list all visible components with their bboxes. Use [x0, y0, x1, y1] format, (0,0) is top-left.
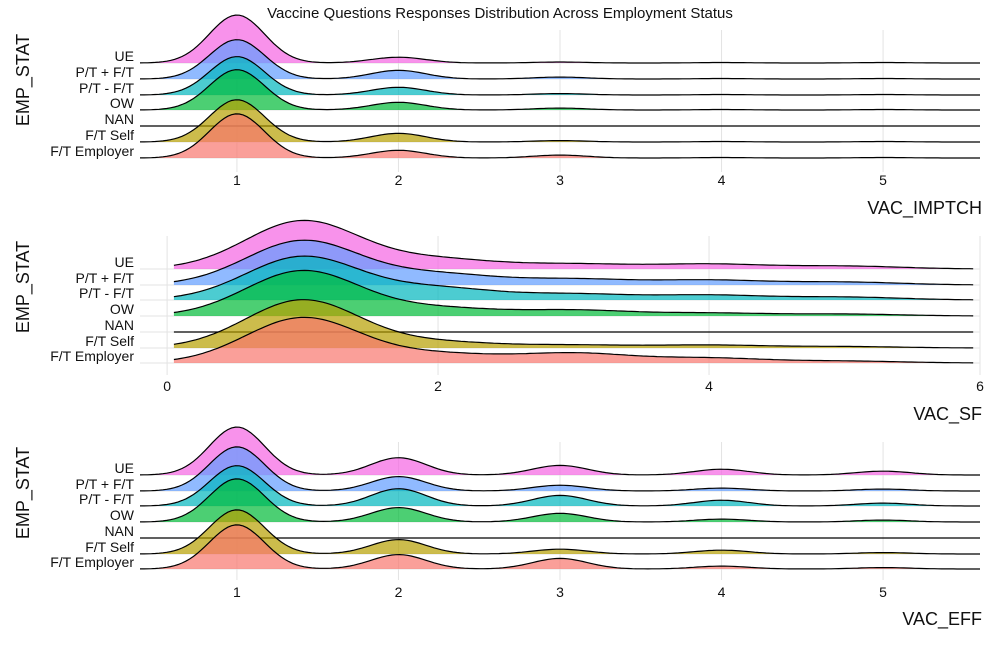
- y-tick-label: NAN: [104, 111, 134, 127]
- ridge-area-f-t-self: [173, 299, 974, 348]
- ridge-line-ue: [139, 426, 980, 476]
- x-tick-label: 5: [879, 172, 887, 188]
- y-tick-label: OW: [110, 95, 135, 111]
- ridge-line-ue: [139, 14, 980, 64]
- y-tick-label: NAN: [104, 523, 134, 539]
- ridge-area-f-t-employer: [140, 113, 980, 158]
- x-tick-label: 0: [163, 378, 171, 394]
- ridge-line-f-t-self: [173, 299, 974, 349]
- y-tick-label: F/T Self: [85, 539, 134, 555]
- x-tick-label: 2: [434, 378, 442, 394]
- y-tick-label: NAN: [104, 317, 134, 333]
- ridge-line-p-t-f-t: [140, 465, 980, 507]
- ridge-area-ow: [173, 270, 974, 316]
- ridge-line-f-t-self: [140, 99, 980, 143]
- y-tick-label: F/T Employer: [50, 348, 134, 364]
- y-axis-title: EMP_STAT: [13, 34, 34, 126]
- y-tick-label: P/T - F/T: [79, 491, 134, 507]
- y-tick-label: F/T Self: [85, 333, 134, 349]
- ridge-line-f-t-employer: [173, 316, 974, 364]
- y-axis-title: EMP_STAT: [13, 447, 34, 539]
- ridge-line-p-t-f-t: [173, 255, 974, 301]
- x-tick-label: 4: [718, 172, 726, 188]
- x-tick-label: 2: [395, 172, 403, 188]
- y-tick-label: UE: [115, 460, 134, 476]
- ridge-line-ow: [173, 269, 974, 317]
- y-tick-label: P/T + F/T: [76, 476, 135, 492]
- ridge-line-ow: [140, 478, 980, 523]
- x-tick-label: 4: [705, 378, 713, 394]
- y-tick-label: F/T Self: [85, 127, 134, 143]
- ridge-line-f-t-self: [140, 509, 980, 555]
- x-tick-label: 3: [556, 172, 564, 188]
- ridge-line-p-t-f-t: [140, 446, 980, 492]
- ridge-line-ue: [173, 219, 974, 270]
- ridge-line-ow: [140, 69, 980, 111]
- y-tick-label: P/T - F/T: [79, 285, 134, 301]
- x-tick-label: 1: [233, 584, 241, 600]
- y-tick-label: OW: [110, 507, 135, 523]
- ridge-area-f-t-employer: [140, 524, 980, 569]
- ridge-line-f-t-employer: [140, 524, 980, 570]
- chart-title: Vaccine Questions Responses Distribution…: [267, 5, 733, 22]
- ridge-line-f-t-employer: [140, 113, 980, 159]
- ridge-line-p-t-f-t: [173, 239, 974, 286]
- ridge-line-p-t-f-t: [140, 56, 980, 96]
- y-tick-label: P/T + F/T: [76, 64, 135, 80]
- x-tick-label: 2: [395, 584, 403, 600]
- y-tick-label: UE: [115, 254, 134, 270]
- x-tick-label: 1: [233, 172, 241, 188]
- ridge-area-ue: [173, 220, 974, 269]
- x-axis-title: VAC_IMPTCH: [867, 198, 982, 219]
- ridge-area-f-t-employer: [173, 317, 974, 363]
- y-tick-label: OW: [110, 301, 135, 317]
- ridge-line-p-t-f-t: [140, 39, 980, 80]
- x-tick-label: 3: [556, 584, 564, 600]
- y-tick-label: F/T Employer: [50, 143, 134, 159]
- y-axis-title: EMP_STAT: [13, 241, 34, 333]
- x-axis-title: VAC_EFF: [902, 609, 982, 630]
- ridge-area-p-t-f-t: [173, 256, 974, 300]
- x-tick-label: 6: [976, 378, 984, 394]
- x-tick-label: 5: [879, 584, 887, 600]
- y-tick-label: F/T Employer: [50, 554, 134, 570]
- x-tick-label: 4: [718, 584, 726, 600]
- y-tick-label: P/T + F/T: [76, 270, 135, 286]
- x-axis-title: VAC_SF: [913, 404, 982, 425]
- y-tick-label: P/T - F/T: [79, 80, 134, 96]
- y-tick-label: UE: [115, 48, 134, 64]
